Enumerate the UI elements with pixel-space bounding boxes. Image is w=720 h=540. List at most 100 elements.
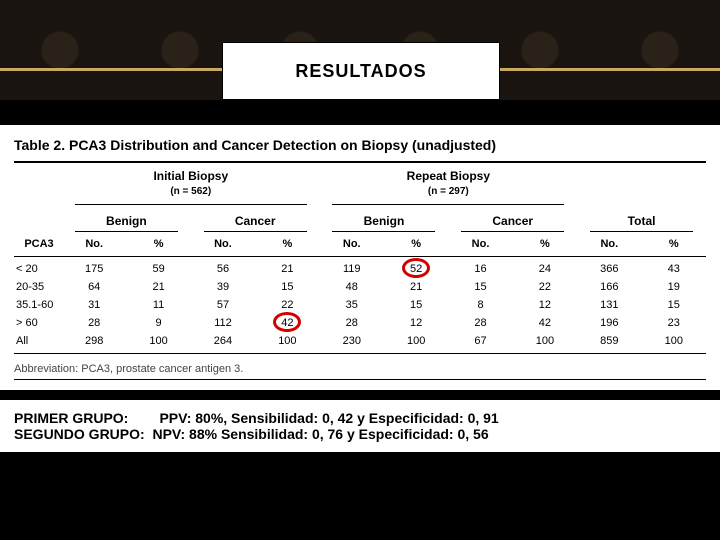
subcol-label: % bbox=[513, 235, 577, 253]
table-panel: Table 2. PCA3 Distribution and Cancer De… bbox=[0, 125, 720, 390]
table-cell: 15 bbox=[642, 296, 706, 314]
row-header-label: PCA3 bbox=[14, 235, 62, 253]
group-rule-1 bbox=[14, 201, 706, 208]
row-label: 20-35 bbox=[14, 278, 62, 296]
table-cell: 9 bbox=[126, 314, 190, 332]
table-cell: 15 bbox=[255, 278, 319, 296]
table-row: 20-35642139154821152216619 bbox=[14, 278, 706, 296]
table-cell: 28 bbox=[62, 314, 126, 332]
table-cell: 15 bbox=[384, 296, 448, 314]
subcol-label: % bbox=[255, 235, 319, 253]
table-cell: 16 bbox=[448, 260, 512, 278]
table-cell: 24 bbox=[513, 260, 577, 278]
table-row: 35.1-6031115722351581213115 bbox=[14, 296, 706, 314]
subcol-row: PCA3 No.%No.%No.%No.%No.% bbox=[14, 235, 706, 253]
table-row: All29810026410023010067100859100 bbox=[14, 332, 706, 350]
table-cell: 100 bbox=[642, 332, 706, 350]
summary-line-2: SEGUNDO GRUPO: NPV: 88% Sensibilidad: 0,… bbox=[14, 426, 706, 442]
col-benign-1: Benign bbox=[62, 208, 191, 228]
group-row-2: Benign Cancer Benign Cancer Total bbox=[14, 208, 706, 228]
table-cell: 21 bbox=[384, 278, 448, 296]
subcol-label: % bbox=[384, 235, 448, 253]
table-cell: 57 bbox=[191, 296, 255, 314]
table-cell: 8 bbox=[448, 296, 512, 314]
title-box: RESULTADOS bbox=[222, 42, 500, 100]
subcol-label: No. bbox=[191, 235, 255, 253]
table-cell: 19 bbox=[642, 278, 706, 296]
header-rule bbox=[14, 253, 706, 260]
table-bottom-rule bbox=[14, 379, 706, 380]
table-cell: 28 bbox=[448, 314, 512, 332]
table-cell: 264 bbox=[191, 332, 255, 350]
row-label: < 20 bbox=[14, 260, 62, 278]
table-row: < 2017559562111952162436643 bbox=[14, 260, 706, 278]
col-benign-2: Benign bbox=[320, 208, 449, 228]
table-cell: 11 bbox=[126, 296, 190, 314]
slide-title: RESULTADOS bbox=[295, 61, 426, 82]
table-cell: 43 bbox=[642, 260, 706, 278]
highlight-circle bbox=[273, 312, 301, 332]
subcol-label: No. bbox=[448, 235, 512, 253]
table-cell: 100 bbox=[255, 332, 319, 350]
col-cancer-2: Cancer bbox=[448, 208, 577, 228]
table-cell: 100 bbox=[384, 332, 448, 350]
group-repeat-n: (n = 297) bbox=[320, 183, 578, 201]
pca3-table: Initial Biopsy Repeat Biopsy (n = 562) (… bbox=[14, 163, 706, 357]
group-initial: Initial Biopsy bbox=[62, 163, 320, 183]
subcol-label: No. bbox=[320, 235, 384, 253]
table-cell: 23 bbox=[642, 314, 706, 332]
table-abbreviation: Abbreviation: PCA3, prostate cancer anti… bbox=[14, 357, 706, 375]
highlight-circle bbox=[402, 258, 430, 278]
table-cell: 59 bbox=[126, 260, 190, 278]
group-repeat: Repeat Biopsy bbox=[320, 163, 578, 183]
table-cell: 22 bbox=[513, 278, 577, 296]
group-row-1: Initial Biopsy Repeat Biopsy bbox=[14, 163, 706, 183]
table-cell: 175 bbox=[62, 260, 126, 278]
table-cell: 48 bbox=[320, 278, 384, 296]
row-label: > 60 bbox=[14, 314, 62, 332]
table-cell: 166 bbox=[577, 278, 641, 296]
col-total: Total bbox=[577, 208, 706, 228]
subcol-label: % bbox=[126, 235, 190, 253]
table-cell: 298 bbox=[62, 332, 126, 350]
table-cell: 21 bbox=[255, 260, 319, 278]
col-cancer-1: Cancer bbox=[191, 208, 320, 228]
table-cell: 42 bbox=[255, 314, 319, 332]
row-label: All bbox=[14, 332, 62, 350]
table-title: Table 2. PCA3 Distribution and Cancer De… bbox=[14, 137, 706, 153]
table-row: > 60289112422812284219623 bbox=[14, 314, 706, 332]
summary-line-1: PRIMER GRUPO: PPV: 80%, Sensibilidad: 0,… bbox=[14, 410, 706, 426]
table-cell: 56 bbox=[191, 260, 255, 278]
subcol-label: No. bbox=[62, 235, 126, 253]
table-cell: 859 bbox=[577, 332, 641, 350]
table-cell: 196 bbox=[577, 314, 641, 332]
table-cell: 119 bbox=[320, 260, 384, 278]
table-cell: 131 bbox=[577, 296, 641, 314]
summary-panel: PRIMER GRUPO: PPV: 80%, Sensibilidad: 0,… bbox=[0, 400, 720, 452]
subcol-label: No. bbox=[577, 235, 641, 253]
table-cell: 12 bbox=[513, 296, 577, 314]
table-cell: 31 bbox=[62, 296, 126, 314]
group-row-1-sub: (n = 562) (n = 297) bbox=[14, 183, 706, 201]
footer-rule bbox=[14, 350, 706, 357]
table-cell: 42 bbox=[513, 314, 577, 332]
table-cell: 35 bbox=[320, 296, 384, 314]
table-cell: 21 bbox=[126, 278, 190, 296]
table-cell: 230 bbox=[320, 332, 384, 350]
table-cell: 100 bbox=[513, 332, 577, 350]
table-cell: 12 bbox=[384, 314, 448, 332]
group-initial-n: (n = 562) bbox=[62, 183, 320, 201]
table-cell: 22 bbox=[255, 296, 319, 314]
table-cell: 112 bbox=[191, 314, 255, 332]
table-cell: 100 bbox=[126, 332, 190, 350]
table-cell: 64 bbox=[62, 278, 126, 296]
table-cell: 15 bbox=[448, 278, 512, 296]
table-cell: 28 bbox=[320, 314, 384, 332]
table-cell: 39 bbox=[191, 278, 255, 296]
group-rule-2 bbox=[14, 228, 706, 235]
table-cell: 52 bbox=[384, 260, 448, 278]
subcol-label: % bbox=[642, 235, 706, 253]
row-label: 35.1-60 bbox=[14, 296, 62, 314]
table-cell: 366 bbox=[577, 260, 641, 278]
table-cell: 67 bbox=[448, 332, 512, 350]
